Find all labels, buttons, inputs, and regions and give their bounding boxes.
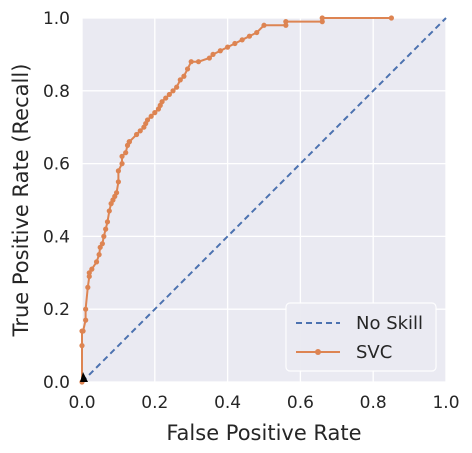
- svc-point: [144, 117, 151, 123]
- x-tick-label: 0.8: [360, 393, 387, 413]
- legend-svc-label: SVC: [356, 342, 392, 363]
- svc-point: [283, 19, 289, 25]
- svc-point: [319, 15, 325, 21]
- legend-box: [285, 302, 437, 372]
- x-tick-label: 0.6: [287, 393, 314, 413]
- svc-point: [319, 19, 325, 25]
- svc-point: [254, 29, 260, 36]
- svc-point: [134, 131, 140, 138]
- tick-labels: 0.0 0.2 0.4 0.6 0.8 1.0 0.0 0.2 0.4 0.6 0.8 1.0: [43, 9, 460, 413]
- svc-point: [79, 343, 85, 349]
- x-tick-label: 0.0: [68, 393, 95, 413]
- legend-no-skill-label: No Skill: [356, 313, 423, 334]
- svc-point: [80, 328, 86, 334]
- svc-point: [148, 113, 154, 119]
- x-tick-label: 1.0: [432, 393, 459, 413]
- svc-point: [159, 99, 165, 105]
- svc-point: [83, 317, 89, 323]
- svc-point: [93, 259, 100, 265]
- svc-point: [217, 48, 223, 54]
- svc-point: [170, 88, 176, 94]
- svc-point: [83, 306, 89, 312]
- svc-point: [152, 110, 158, 116]
- series-layer: [79, 15, 447, 385]
- svc-point: [210, 51, 216, 58]
- svc-point: [101, 233, 107, 239]
- y-tick-label: 0.8: [43, 82, 70, 102]
- svc-point: [261, 22, 267, 28]
- y-tick-label: 1.0: [43, 9, 70, 29]
- svc-point: [99, 241, 105, 247]
- svc-point: [115, 179, 121, 185]
- y-axis-title: True Positive Rate (Recall): [9, 64, 33, 338]
- series-no-skill-line: [81, 17, 447, 383]
- y-tick-label: 0.6: [43, 155, 70, 175]
- svc-point: [96, 252, 102, 258]
- svc-point: [106, 208, 112, 214]
- svc-point: [86, 273, 92, 280]
- svc-point: [195, 59, 202, 65]
- svc-point: [119, 153, 125, 159]
- svc-point: [123, 150, 129, 156]
- svc-point: [86, 270, 92, 276]
- svc-point: [177, 77, 183, 83]
- grid: [81, 17, 447, 383]
- svc-point: [188, 59, 194, 65]
- svc-point: [388, 15, 394, 21]
- svc-point: [113, 190, 120, 196]
- svc-point: [166, 91, 172, 98]
- svc-point: [137, 128, 143, 134]
- x-axis-title: False Positive Rate: [166, 421, 361, 445]
- svc-point: [103, 226, 109, 232]
- svc-point: [163, 95, 169, 101]
- origin-marker: [80, 372, 88, 382]
- x-tick-label: 0.4: [214, 393, 241, 413]
- svc-point: [89, 266, 95, 272]
- svc-point: [184, 66, 191, 72]
- x-tick-label: 0.2: [141, 393, 168, 413]
- svc-point: [206, 55, 212, 61]
- svc-point: [283, 22, 289, 28]
- y-tick-label: 0.0: [43, 373, 70, 393]
- legend: No Skill SVC: [285, 302, 437, 372]
- svc-point: [104, 219, 111, 225]
- svc-point: [85, 284, 91, 290]
- svc-point: [115, 168, 121, 174]
- svc-point: [246, 33, 253, 39]
- svc-point: [174, 84, 180, 90]
- y-tick-label: 0.2: [43, 300, 70, 320]
- svc-point: [126, 139, 132, 145]
- svc-point: [239, 37, 245, 43]
- svc-point: [232, 40, 238, 47]
- svc-point: [119, 161, 125, 167]
- y-tick-label: 0.4: [43, 227, 70, 247]
- legend-svc-marker: [315, 349, 321, 355]
- svc-point: [225, 44, 231, 50]
- svc-point: [181, 73, 187, 79]
